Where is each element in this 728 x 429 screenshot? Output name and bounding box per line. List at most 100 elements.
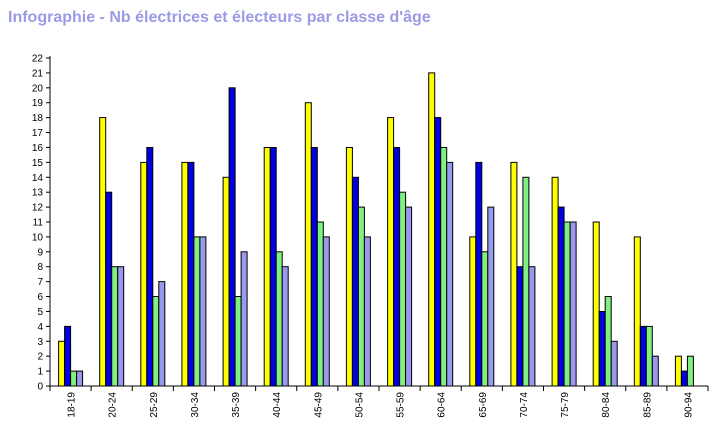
bar-80-84-s1 bbox=[592, 221, 600, 387]
bar-20-24-s4 bbox=[117, 266, 125, 387]
bar-85-89-s4 bbox=[651, 355, 659, 387]
bar-20-24-s3 bbox=[111, 266, 119, 387]
bar-20-24-s1 bbox=[99, 117, 107, 387]
bar-30-34-s1 bbox=[181, 161, 189, 387]
bar-80-84-s3 bbox=[604, 296, 612, 387]
bar-75-79-s2 bbox=[557, 206, 565, 387]
bar-30-34-s2 bbox=[187, 161, 195, 387]
bar-25-29-s3 bbox=[152, 296, 160, 387]
y-tick-label: 10 bbox=[32, 232, 44, 243]
x-tick-label-25-29: 25-29 bbox=[149, 392, 160, 418]
y-tick-label: 1 bbox=[37, 367, 43, 378]
bar-18-19-s4 bbox=[76, 370, 84, 387]
bar-40-44-s2 bbox=[269, 147, 277, 387]
bar-60-64-s4 bbox=[446, 161, 454, 387]
y-tick-label: 15 bbox=[32, 158, 44, 169]
bar-85-89-s1 bbox=[633, 236, 641, 387]
bar-70-74-s1 bbox=[510, 161, 518, 387]
bar-18-19-s1 bbox=[58, 340, 66, 387]
bar-30-34-s4 bbox=[199, 236, 207, 387]
bar-55-59-s1 bbox=[387, 117, 395, 387]
bar-75-79-s4 bbox=[569, 221, 577, 387]
y-tick-label: 9 bbox=[37, 247, 43, 258]
y-tick-label: 12 bbox=[32, 203, 44, 214]
bar-80-84-s4 bbox=[610, 340, 618, 387]
bar-45-49-s2 bbox=[310, 147, 318, 387]
bar-65-69-s1 bbox=[469, 236, 477, 387]
bar-40-44-s4 bbox=[281, 266, 289, 387]
x-tick-label-65-69: 65-69 bbox=[478, 392, 489, 418]
axes-group: 01234567891011121314151617181920212218-1… bbox=[32, 54, 709, 418]
bar-20-24-s2 bbox=[105, 191, 113, 387]
bar-35-39-s4 bbox=[240, 251, 248, 387]
x-tick-label-18-19: 18-19 bbox=[67, 392, 78, 418]
bar-85-89-s2 bbox=[639, 325, 647, 387]
x-tick-label-70-74: 70-74 bbox=[519, 392, 530, 418]
y-tick-label: 8 bbox=[37, 262, 43, 273]
x-tick-label-40-44: 40-44 bbox=[272, 392, 283, 418]
y-tick-label: 20 bbox=[32, 83, 44, 94]
bar-60-64-s2 bbox=[434, 117, 442, 387]
bar-85-89-s3 bbox=[645, 325, 653, 387]
x-tick-label-45-49: 45-49 bbox=[313, 392, 324, 418]
x-tick-label-35-39: 35-39 bbox=[231, 392, 242, 418]
y-tick-label: 21 bbox=[32, 68, 44, 79]
y-tick-label: 7 bbox=[37, 277, 43, 288]
bar-35-39-s1 bbox=[222, 176, 230, 387]
x-tick-label-85-89: 85-89 bbox=[642, 392, 653, 418]
bar-90-94-s1 bbox=[674, 355, 682, 387]
y-tick-label: 2 bbox=[37, 352, 43, 363]
bar-75-79-s1 bbox=[551, 176, 559, 387]
x-tick-label-60-64: 60-64 bbox=[437, 392, 448, 418]
bar-70-74-s4 bbox=[528, 266, 536, 387]
bar-50-54-s1 bbox=[345, 147, 353, 387]
x-tick-label-90-94: 90-94 bbox=[683, 392, 694, 418]
x-tick-label-50-54: 50-54 bbox=[354, 392, 365, 418]
y-tick-label: 14 bbox=[32, 173, 44, 184]
bar-40-44-s1 bbox=[263, 147, 271, 387]
bar-30-34-s3 bbox=[193, 236, 201, 387]
bar-35-39-s3 bbox=[234, 296, 242, 387]
bar-70-74-s2 bbox=[516, 266, 524, 387]
bar-18-19-s2 bbox=[64, 325, 72, 387]
bar-50-54-s3 bbox=[357, 206, 365, 387]
bar-90-94-s3 bbox=[686, 355, 694, 387]
bar-45-49-s4 bbox=[322, 236, 330, 387]
bar-45-49-s1 bbox=[304, 102, 312, 387]
chart-title: Infographie - Nb électrices et électeurs… bbox=[8, 9, 431, 26]
bar-55-59-s4 bbox=[405, 206, 413, 387]
bar-90-94-s2 bbox=[680, 370, 688, 387]
bar-18-19-s3 bbox=[70, 370, 78, 387]
bar-60-64-s3 bbox=[440, 147, 448, 387]
x-tick-label-80-84: 80-84 bbox=[601, 392, 612, 418]
x-tick-label-20-24: 20-24 bbox=[108, 392, 119, 418]
bar-25-29-s1 bbox=[140, 161, 148, 387]
bar-45-49-s3 bbox=[316, 221, 324, 387]
bar-35-39-s2 bbox=[228, 87, 236, 387]
y-tick-label: 19 bbox=[32, 98, 44, 109]
y-tick-label: 0 bbox=[37, 382, 43, 393]
bars-group bbox=[58, 72, 694, 387]
bar-25-29-s4 bbox=[158, 281, 166, 387]
y-tick-label: 17 bbox=[32, 128, 44, 139]
bar-40-44-s3 bbox=[275, 251, 283, 387]
bar-50-54-s4 bbox=[363, 236, 371, 387]
y-tick-label: 13 bbox=[32, 188, 44, 199]
y-tick-label: 16 bbox=[32, 143, 44, 154]
x-tick-label-30-34: 30-34 bbox=[190, 392, 201, 418]
bar-65-69-s4 bbox=[487, 206, 495, 387]
y-tick-label: 5 bbox=[37, 307, 43, 318]
bar-25-29-s2 bbox=[146, 147, 154, 387]
y-tick-label: 11 bbox=[33, 218, 44, 229]
y-tick-label: 18 bbox=[32, 113, 44, 124]
bar-50-54-s2 bbox=[351, 176, 359, 387]
x-tick-label-75-79: 75-79 bbox=[560, 392, 571, 418]
bar-55-59-s3 bbox=[399, 191, 407, 387]
y-tick-label: 3 bbox=[37, 337, 43, 348]
bar-75-79-s3 bbox=[563, 221, 571, 387]
bar-80-84-s2 bbox=[598, 311, 606, 387]
bar-60-64-s1 bbox=[428, 72, 436, 387]
x-tick-label-55-59: 55-59 bbox=[396, 392, 407, 418]
bar-70-74-s3 bbox=[522, 176, 530, 387]
